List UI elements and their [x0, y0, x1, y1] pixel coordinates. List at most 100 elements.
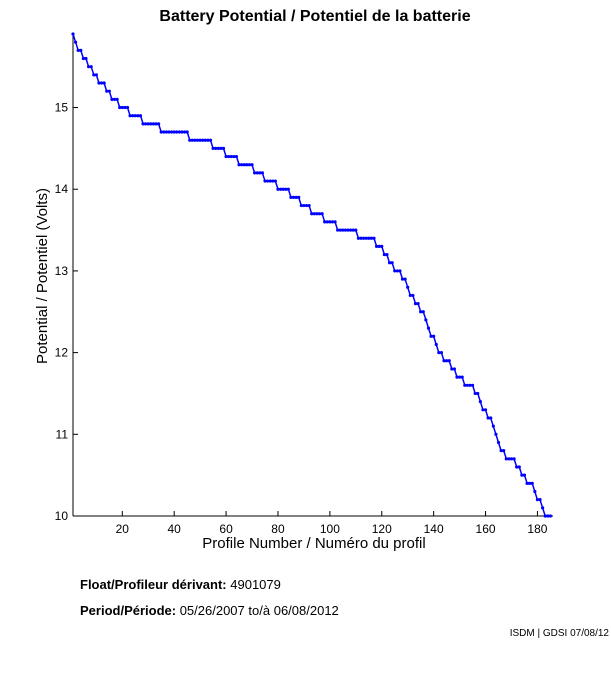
data-point: [338, 228, 342, 232]
data-point: [136, 114, 140, 118]
float-info: Float/Profileur dérivant: 4901079: [80, 577, 281, 592]
data-point: [79, 48, 83, 52]
data-point: [489, 416, 493, 420]
data-point: [434, 342, 438, 347]
data-point: [284, 187, 288, 191]
data-point: [299, 203, 303, 208]
data-point: [408, 293, 412, 298]
data-point: [157, 122, 161, 126]
data-point: [234, 154, 239, 159]
battery-potential-plot: 20 40 60 80 100 120 140 160 180 10 11 12 13 14 15 Prof…: [34, 32, 553, 552]
data-point: [94, 73, 98, 77]
series-layer: [71, 32, 553, 518]
data-point: [463, 383, 467, 387]
data-point: [240, 163, 244, 167]
data-point: [242, 163, 246, 167]
period-label: Period/Période:: [80, 603, 177, 618]
data-point: [302, 203, 306, 208]
data-point: [336, 228, 340, 232]
data-point: [133, 114, 137, 118]
data-point: [76, 48, 80, 52]
data-point: [457, 375, 462, 379]
data-point: [535, 498, 540, 502]
data-point: [330, 220, 335, 224]
data-point: [507, 457, 511, 461]
data-point: [89, 65, 93, 69]
data-point: [424, 318, 428, 322]
data-point: [533, 489, 537, 494]
series-line: [72, 33, 551, 517]
data-point: [188, 138, 192, 142]
data-point: [502, 449, 506, 453]
data-point: [359, 236, 363, 240]
data-point: [198, 138, 202, 142]
data-point: [112, 97, 117, 101]
data-point: [86, 65, 91, 69]
data-point: [481, 408, 485, 412]
credit-label: ISDM | GDSI 07/08/12: [509, 628, 609, 639]
data-point: [125, 105, 130, 110]
data-point: [190, 138, 194, 142]
x-axis-label: Profile Number / Numéro du profil: [202, 535, 425, 552]
data-point: [291, 195, 296, 199]
data-point: [247, 163, 252, 167]
data-point: [512, 457, 516, 461]
x-tick-label: 140: [424, 522, 444, 536]
data-point: [81, 56, 85, 61]
data-point: [406, 285, 410, 289]
data-point: [92, 73, 96, 77]
data-point: [118, 105, 122, 110]
data-point: [499, 449, 503, 453]
data-point: [310, 212, 314, 216]
data-point: [206, 138, 210, 142]
data-point: [374, 244, 379, 249]
data-point: [455, 375, 459, 379]
data-point: [369, 236, 373, 240]
data-point: [180, 130, 184, 134]
data-point: [476, 391, 480, 396]
x-tick-label: 60: [219, 522, 233, 536]
data-point: [468, 383, 472, 387]
data-point: [317, 212, 322, 216]
period-start: 05/26/2007: [179, 603, 245, 618]
data-point: [307, 203, 311, 208]
data-point: [221, 146, 226, 150]
y-tick-label: 11: [56, 427, 69, 441]
x-tick-label: 80: [271, 522, 285, 536]
data-point: [107, 89, 111, 93]
data-point: [271, 179, 275, 183]
data-point: [460, 375, 464, 379]
data-point: [201, 138, 205, 142]
x-tick-label: 100: [320, 522, 340, 536]
data-point: [346, 228, 350, 232]
data-point: [439, 351, 444, 355]
data-point: [144, 122, 148, 126]
data-point: [208, 138, 213, 142]
data-point: [400, 277, 405, 281]
data-point: [361, 236, 366, 240]
data-point: [372, 236, 376, 240]
data-point: [486, 416, 490, 420]
data-point: [260, 171, 265, 175]
data-point: [478, 400, 482, 404]
data-point: [546, 514, 550, 518]
data-point: [398, 269, 402, 273]
data-point: [395, 269, 399, 273]
chart-title: Battery Potential / Potentiel de la batt…: [159, 8, 471, 25]
data-point: [151, 122, 156, 126]
data-point: [141, 122, 145, 126]
data-point: [177, 130, 181, 134]
data-point: [120, 105, 124, 110]
period-separator: to/à: [248, 603, 271, 618]
y-tick-label: 13: [55, 264, 69, 278]
data-point: [159, 130, 163, 134]
data-point: [123, 105, 127, 110]
data-point: [509, 457, 514, 461]
data-point: [110, 97, 114, 101]
data-point: [185, 130, 189, 134]
data-point: [182, 130, 187, 134]
data-point: [105, 89, 109, 93]
data-point: [387, 261, 392, 265]
data-point: [525, 481, 529, 485]
data-point: [164, 130, 169, 134]
